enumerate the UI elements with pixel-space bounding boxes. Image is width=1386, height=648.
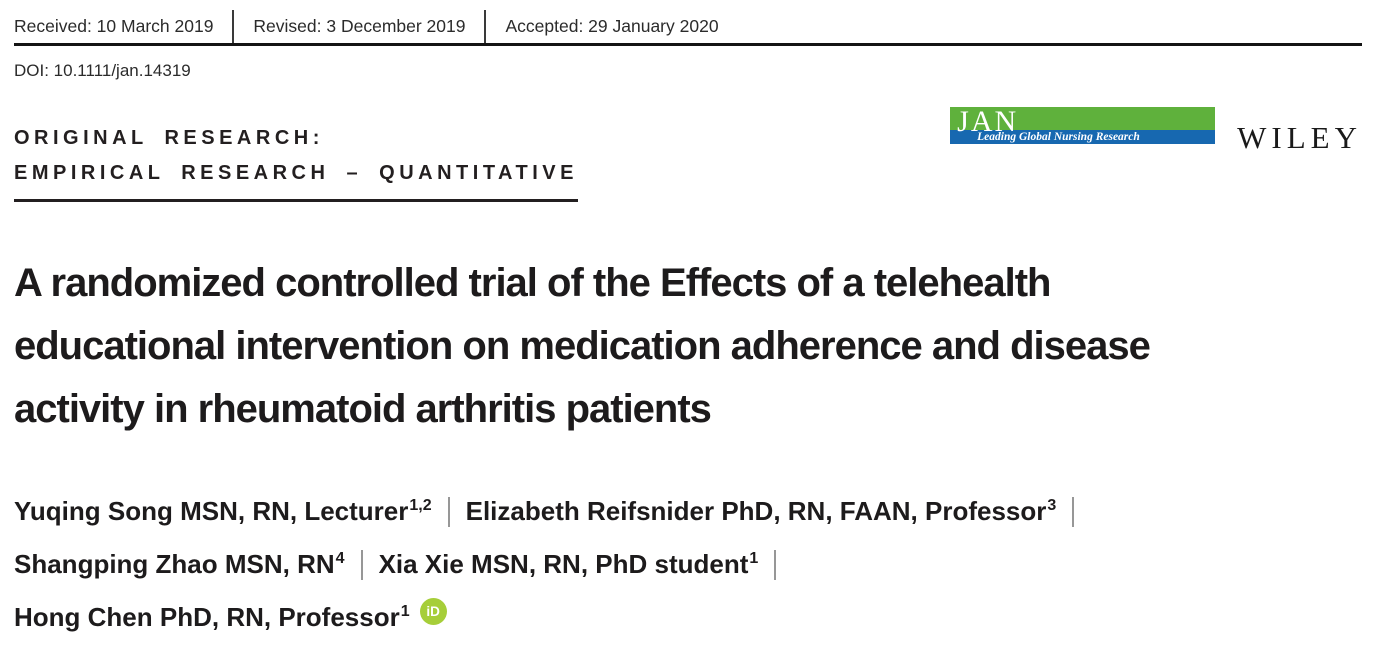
author-2-affiliations: 3 — [1047, 497, 1057, 514]
article-type-and-logos-row: ORIGINAL RESEARCH: EMPIRICAL RESEARCH – … — [14, 107, 1362, 202]
doi: DOI: 10.1111/jan.14319 — [14, 61, 191, 80]
orcid-icon[interactable]: iD — [419, 598, 447, 625]
author-separator — [447, 496, 450, 527]
author-5-affiliations: 1 — [400, 603, 410, 620]
author-4-name: Xia Xie MSN, RN, PhD student — [378, 549, 749, 579]
jan-logo-blue-band: Leading Global Nursing Research — [950, 130, 1216, 144]
author-5-name: Hong Chen PhD, RN, Professor — [14, 602, 400, 632]
author-separator — [1072, 496, 1075, 527]
author-5: Hong Chen PhD, RN, Professor 1 — [14, 602, 410, 633]
author-line-1: Yuqing Song MSN, RN, Lecturer 1,2 Elizabe… — [14, 485, 1362, 538]
author-4: Xia Xie MSN, RN, PhD student 1 — [379, 549, 759, 580]
author-separator — [774, 549, 777, 580]
wiley-logo: WILEY — [1237, 120, 1362, 155]
author-3-name: Shangping Zhao MSN, RN — [14, 549, 335, 579]
author-2-name: Elizabeth Reifsnider PhD, RN, FAAN, Prof… — [465, 496, 1047, 526]
author-1-affiliations: 1,2 — [409, 497, 432, 514]
authors-block: Yuqing Song MSN, RN, Lecturer 1,2 Elizabe… — [14, 485, 1362, 644]
author-line-2: Shangping Zhao MSN, RN 4 Xia Xie MSN, RN,… — [14, 538, 1362, 591]
author-2: Elizabeth Reifsnider PhD, RN, FAAN, Prof… — [466, 496, 1057, 527]
jan-tagline: Leading Global Nursing Research — [977, 131, 1140, 143]
divider — [232, 10, 235, 43]
title-line-3: activity in rheumatoid arthritis patient… — [14, 387, 712, 431]
divider — [484, 10, 487, 43]
author-3: Shangping Zhao MSN, RN 4 — [14, 549, 345, 580]
jan-logo-text: JAN — [957, 105, 1019, 138]
author-line-3: Hong Chen PhD, RN, Professor 1 iD — [14, 591, 1362, 644]
accepted-date: Accepted: 29 January 2020 — [505, 16, 719, 36]
author-1-name: Yuqing Song MSN, RN, Lecturer — [14, 496, 409, 526]
author-3-affiliations: 4 — [335, 550, 345, 567]
author-4-affiliations: 1 — [749, 550, 759, 567]
title-line-2: educational intervention on medication a… — [14, 324, 1151, 368]
page-title: A randomized controlled trial of the Eff… — [14, 252, 1362, 441]
horizontal-rule — [14, 43, 1362, 46]
jan-logo-green-band — [950, 107, 1216, 130]
author-separator — [360, 549, 363, 580]
dates-bar: Received: 10 March 2019 Revised: 3 Decem… — [14, 10, 1362, 43]
title-line-1: A randomized controlled trial of the Eff… — [14, 261, 1051, 305]
author-1: Yuqing Song MSN, RN, Lecturer 1,2 — [14, 496, 432, 527]
article-type-heading: ORIGINAL RESEARCH: EMPIRICAL RESEARCH – … — [14, 121, 578, 202]
jan-journal-logo: Leading Global Nursing Research JAN — [950, 105, 1216, 144]
article-type-line2: EMPIRICAL RESEARCH – QUANTITATIVE — [14, 156, 578, 202]
logo-area: Leading Global Nursing Research JAN WILE… — [950, 107, 1362, 156]
article-type-line1: ORIGINAL RESEARCH: — [14, 127, 324, 149]
received-date: Received: 10 March 2019 — [14, 16, 214, 36]
revised-date: Revised: 3 December 2019 — [253, 16, 466, 36]
